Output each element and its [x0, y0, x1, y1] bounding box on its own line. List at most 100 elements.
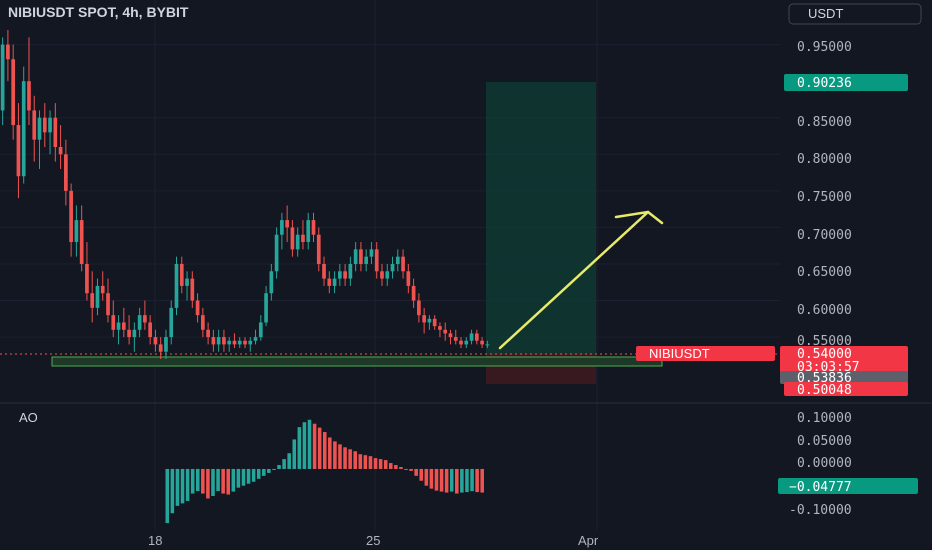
- candle-67: [353, 249, 358, 264]
- candle-44: [232, 340, 237, 345]
- candle-42: [222, 337, 226, 345]
- candle-9: [48, 117, 52, 133]
- price-tick-6: 0.60000: [797, 303, 852, 318]
- candle-36: [190, 278, 195, 301]
- ao-bar-19: [262, 468, 266, 476]
- ao-bar-3: [180, 468, 185, 504]
- candle-3: [16, 125, 21, 177]
- profit-target-zone[interactable]: [486, 82, 596, 354]
- candle-37: [195, 300, 200, 316]
- ao-bar-46: [399, 466, 403, 469]
- ao-bar-49: [414, 468, 418, 476]
- ao-bar-9: [211, 468, 215, 497]
- candle-55: [290, 227, 295, 250]
- ao-bar-1: [170, 468, 175, 514]
- candle-82: [432, 318, 437, 327]
- ao-bar-58: [460, 468, 464, 493]
- candle-25: [132, 329, 137, 338]
- ao-bar-7: [201, 468, 205, 494]
- candle-14: [74, 220, 79, 243]
- candle-78: [411, 285, 416, 301]
- candle-35: [185, 278, 189, 286]
- candle-5: [27, 81, 31, 111]
- ao-bar-25: [292, 439, 297, 469]
- ao-bar-0: [165, 468, 170, 524]
- candle-77: [406, 271, 411, 286]
- ao-bar-50: [419, 468, 424, 481]
- price-tick-7: 0.55000: [797, 334, 852, 349]
- ao-bar-6: [195, 468, 200, 492]
- ao-bar-32: [328, 437, 332, 469]
- candle-59: [311, 220, 316, 235]
- candle-92: [485, 344, 490, 346]
- candle-63: [332, 278, 337, 286]
- candle-72: [380, 271, 384, 279]
- candle-65: [343, 271, 347, 279]
- ao-bar-27: [302, 422, 307, 469]
- candle-43: [227, 340, 232, 345]
- ao-histogram: [165, 419, 484, 524]
- ao-bar-37: [353, 451, 357, 469]
- candle-54: [285, 220, 289, 228]
- candle-20: [106, 293, 110, 316]
- chart-title: NIBIUSDT SPOT, 4h, BYBIT: [8, 4, 189, 20]
- candle-30: [158, 344, 163, 352]
- candle-52: [274, 234, 279, 272]
- indicator-label-ao[interactable]: AO: [19, 410, 38, 425]
- price-axis[interactable]: 0.95000 0.85000 0.80000 0.75000 0.70000 …: [797, 40, 852, 349]
- candle-33: [174, 263, 179, 308]
- symbol-badge-label: NIBIUSDT: [649, 346, 710, 361]
- candle-40: [211, 337, 216, 345]
- ao-bar-11: [221, 468, 225, 494]
- ao-bar-29: [312, 423, 317, 469]
- ao-bar-59: [465, 468, 469, 493]
- candle-28: [148, 322, 153, 338]
- candle-24: [127, 329, 131, 338]
- trend-arrow[interactable]: [498, 210, 664, 350]
- candle-70: [369, 249, 374, 257]
- ao-axis[interactable]: 0.10000 0.05000 0.00000 -0.10000: [789, 411, 852, 518]
- candle-71: [374, 249, 379, 272]
- candle-90: [474, 333, 479, 341]
- candle-85: [448, 333, 453, 338]
- price-tick-4: 0.70000: [797, 228, 852, 243]
- ao-bar-52: [429, 468, 434, 489]
- candle-83: [438, 326, 442, 330]
- candle-7: [37, 117, 42, 140]
- candle-51: [269, 271, 274, 294]
- candle-48: [253, 337, 258, 341]
- candle-88: [464, 340, 469, 345]
- target-price-badge[interactable]: 0.90236: [784, 74, 908, 91]
- currency-button[interactable]: USDT: [788, 3, 922, 25]
- ao-bar-33: [333, 441, 337, 469]
- candle-81: [427, 318, 432, 323]
- candle-4: [21, 81, 26, 177]
- candle-22: [116, 322, 121, 330]
- ao-bar-23: [282, 459, 286, 469]
- ao-bar-8: [206, 468, 210, 499]
- time-axis[interactable]: 18 25 Apr: [148, 533, 599, 548]
- candle-45: [237, 340, 242, 345]
- candle-57: [301, 234, 305, 243]
- candle-15: [79, 220, 84, 264]
- ao-tick-3: -0.10000: [789, 503, 852, 518]
- ao-bar-55: [444, 468, 449, 493]
- candle-19: [100, 285, 105, 294]
- candle-6: [32, 110, 37, 140]
- ao-bar-24: [287, 453, 291, 469]
- support-zone[interactable]: [51, 356, 663, 367]
- candle-61: [322, 263, 326, 279]
- ao-tick-2: 0.00000: [797, 456, 852, 471]
- ao-bar-45: [394, 465, 398, 469]
- symbol-badge[interactable]: NIBIUSDT: [636, 346, 775, 361]
- candle-13: [69, 190, 73, 243]
- candle-11: [58, 146, 63, 155]
- candle-1: [6, 44, 10, 60]
- currency-button-label: USDT: [808, 6, 843, 21]
- stop-price-badge[interactable]: 0.50048: [784, 382, 908, 398]
- candle-50: [264, 293, 268, 323]
- ao-value-badge[interactable]: −0.04777: [778, 478, 918, 495]
- ao-value: −0.04777: [789, 480, 852, 495]
- ao-bar-36: [348, 449, 352, 469]
